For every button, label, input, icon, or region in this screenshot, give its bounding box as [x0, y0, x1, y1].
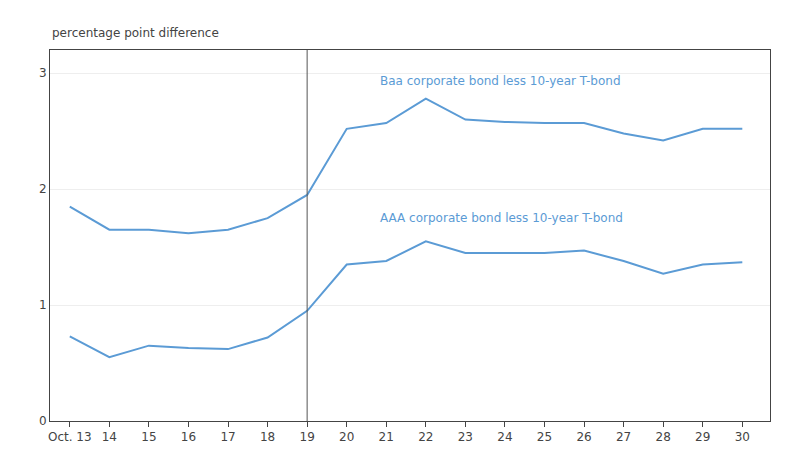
svg-text:Oct. 13: Oct. 13: [48, 430, 92, 444]
svg-text:0: 0: [39, 414, 47, 428]
svg-text:2: 2: [39, 182, 47, 196]
svg-text:22: 22: [418, 430, 433, 444]
svg-text:27: 27: [616, 430, 631, 444]
svg-text:percentage point difference: percentage point difference: [52, 26, 219, 40]
svg-text:26: 26: [576, 430, 591, 444]
svg-text:21: 21: [379, 430, 394, 444]
svg-text:24: 24: [497, 430, 512, 444]
svg-text:15: 15: [141, 430, 156, 444]
svg-text:18: 18: [260, 430, 275, 444]
svg-text:30: 30: [735, 430, 750, 444]
svg-text:17: 17: [220, 430, 235, 444]
svg-text:28: 28: [656, 430, 671, 444]
svg-text:25: 25: [537, 430, 552, 444]
svg-text:16: 16: [181, 430, 196, 444]
svg-text:20: 20: [339, 430, 354, 444]
svg-text:23: 23: [458, 430, 473, 444]
svg-text:19: 19: [299, 430, 314, 444]
svg-text:AAA corporate bond less 10-yea: AAA corporate bond less 10-year T-bond: [380, 211, 623, 225]
svg-text:1: 1: [39, 298, 47, 312]
svg-text:29: 29: [695, 430, 710, 444]
svg-text:14: 14: [102, 430, 117, 444]
svg-text:3: 3: [39, 66, 47, 80]
svg-text:Baa corporate bond less 10-yea: Baa corporate bond less 10-year T-bond: [380, 74, 621, 88]
